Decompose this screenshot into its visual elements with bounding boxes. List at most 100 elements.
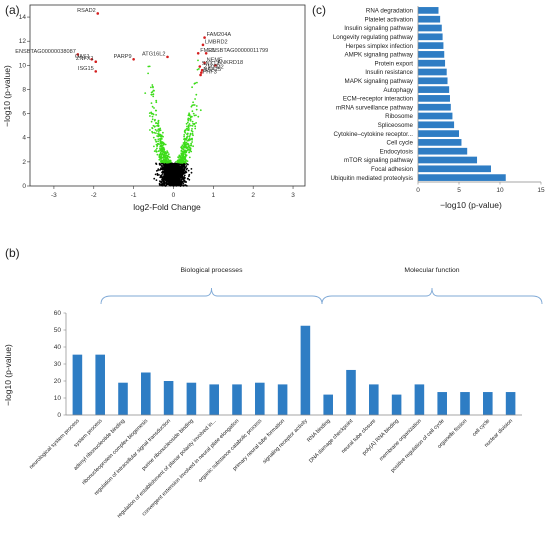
volcano-nonsignificant-point — [159, 176, 162, 179]
volcano-significant-point — [183, 149, 185, 151]
volcano-nonsignificant-point — [178, 183, 181, 185]
volcano-significant-point — [187, 139, 190, 142]
volcano-nonsignificant-point — [159, 163, 162, 166]
go-y-tick-label: 60 — [54, 310, 62, 317]
go-group-label: Molecular function — [404, 267, 459, 274]
volcano-nonsignificant-point — [176, 184, 179, 187]
volcano-top-point — [166, 55, 169, 59]
volcano-significant-point — [177, 156, 180, 159]
volcano-significant-point — [182, 153, 185, 156]
go-bar — [232, 384, 242, 415]
volcano-top-point — [200, 68, 204, 72]
volcano-significant-point — [160, 145, 162, 148]
volcano-significant-point — [166, 151, 169, 154]
volcano-significant-point — [191, 127, 193, 130]
volcano-significant-point — [159, 160, 162, 163]
go-bar — [323, 394, 333, 415]
kegg-category-label: Spliceosome — [378, 122, 414, 129]
volcano-nonsignificant-point — [175, 168, 177, 171]
volcano-nonsignificant-point — [164, 168, 167, 171]
kegg-bar — [418, 42, 444, 49]
volcano-nonsignificant-point — [163, 180, 166, 183]
kegg-bar — [418, 156, 478, 164]
volcano-nonsignificant-point — [160, 183, 163, 186]
volcano-nonsignificant-point — [167, 178, 170, 181]
volcano-nonsignificant-point — [170, 182, 173, 185]
volcano-significant-point — [153, 131, 156, 134]
volcano-significant-point — [159, 139, 162, 142]
volcano-significant-point — [187, 143, 189, 146]
volcano-nonsignificant-point — [162, 171, 165, 174]
volcano-nonsignificant-point — [190, 168, 193, 170]
volcano-significant-point — [188, 127, 190, 130]
volcano-significant-point — [184, 158, 187, 161]
kegg-bar — [418, 165, 491, 173]
volcano-nonsignificant-point — [176, 170, 179, 173]
kegg-category-label: Focal adhesion — [371, 166, 414, 173]
volcano-significant-point — [155, 122, 158, 124]
volcano-significant-point — [179, 156, 182, 159]
volcano-significant-point — [160, 134, 163, 137]
volcano-nonsignificant-point — [165, 172, 168, 175]
volcano-significant-point — [189, 147, 192, 149]
volcano-nonsignificant-point — [169, 184, 172, 187]
volcano-nonsignificant-point — [158, 174, 160, 176]
kegg-bar — [418, 33, 443, 41]
volcano-significant-point — [178, 158, 181, 161]
volcano-significant-point — [191, 86, 194, 89]
volcano-x-tick-label: -2 — [91, 192, 97, 199]
volcano-nonsignificant-point — [186, 167, 189, 170]
volcano-y-tick-label: 0 — [22, 183, 26, 190]
go-y-tick-label: 30 — [54, 361, 62, 368]
volcano-top-point — [94, 60, 98, 64]
volcano-significant-point — [193, 82, 196, 85]
volcano-significant-point — [159, 156, 162, 158]
volcano-nonsignificant-point — [179, 172, 182, 174]
kegg-bar — [418, 139, 462, 146]
volcano-nonsignificant-point — [169, 175, 172, 178]
volcano-significant-point — [156, 130, 158, 132]
volcano-significant-point — [158, 129, 161, 132]
volcano-y-tick-label: 2 — [22, 159, 26, 166]
volcano-nonsignificant-point — [173, 178, 175, 180]
volcano-nonsignificant-point — [167, 180, 170, 183]
volcano-significant-point — [155, 114, 158, 116]
go-bars — [72, 325, 516, 415]
volcano-significant-point — [188, 113, 190, 116]
volcano-nonsignificant-point — [172, 181, 175, 184]
kegg-bar — [418, 24, 442, 32]
volcano-significant-point — [182, 155, 185, 157]
volcano-point-label: PARP9 — [114, 54, 132, 60]
volcano-nonsignificant-point — [183, 168, 186, 171]
kegg-category-label: RNA degradation — [366, 8, 414, 15]
volcano-significant-point — [164, 151, 167, 153]
volcano-significant-point — [166, 150, 169, 153]
volcano-significant-point — [160, 141, 163, 143]
panel-label-a: (a) — [5, 3, 20, 17]
volcano-nonsignificant-point — [174, 181, 177, 183]
volcano-nonsignificant-point — [176, 173, 179, 176]
volcano-nonsignificant-point — [165, 184, 168, 187]
volcano-nonsignificant-point — [180, 165, 183, 168]
volcano-significant-point — [178, 155, 181, 158]
volcano-nonsignificant-point — [163, 173, 166, 176]
go-y-tick-label: 40 — [54, 344, 62, 351]
kegg-category-label: Insulin resistance — [365, 69, 413, 76]
go-bar — [72, 354, 83, 415]
volcano-significant-point — [155, 132, 157, 135]
volcano-significant-point — [151, 127, 154, 129]
go-bar — [300, 325, 311, 415]
kegg-bar — [418, 121, 455, 129]
volcano-point-label: LMBRD2 — [205, 39, 228, 45]
volcano-nonsignificant-point — [187, 163, 189, 166]
volcano-significant-point — [196, 81, 198, 84]
volcano-nonsignificant-point — [155, 163, 158, 166]
volcano-nonsignificant-point — [154, 173, 157, 176]
volcano-significant-point — [158, 155, 161, 157]
volcano-nonsignificant-point — [173, 162, 176, 165]
volcano-significant-point — [184, 157, 187, 159]
